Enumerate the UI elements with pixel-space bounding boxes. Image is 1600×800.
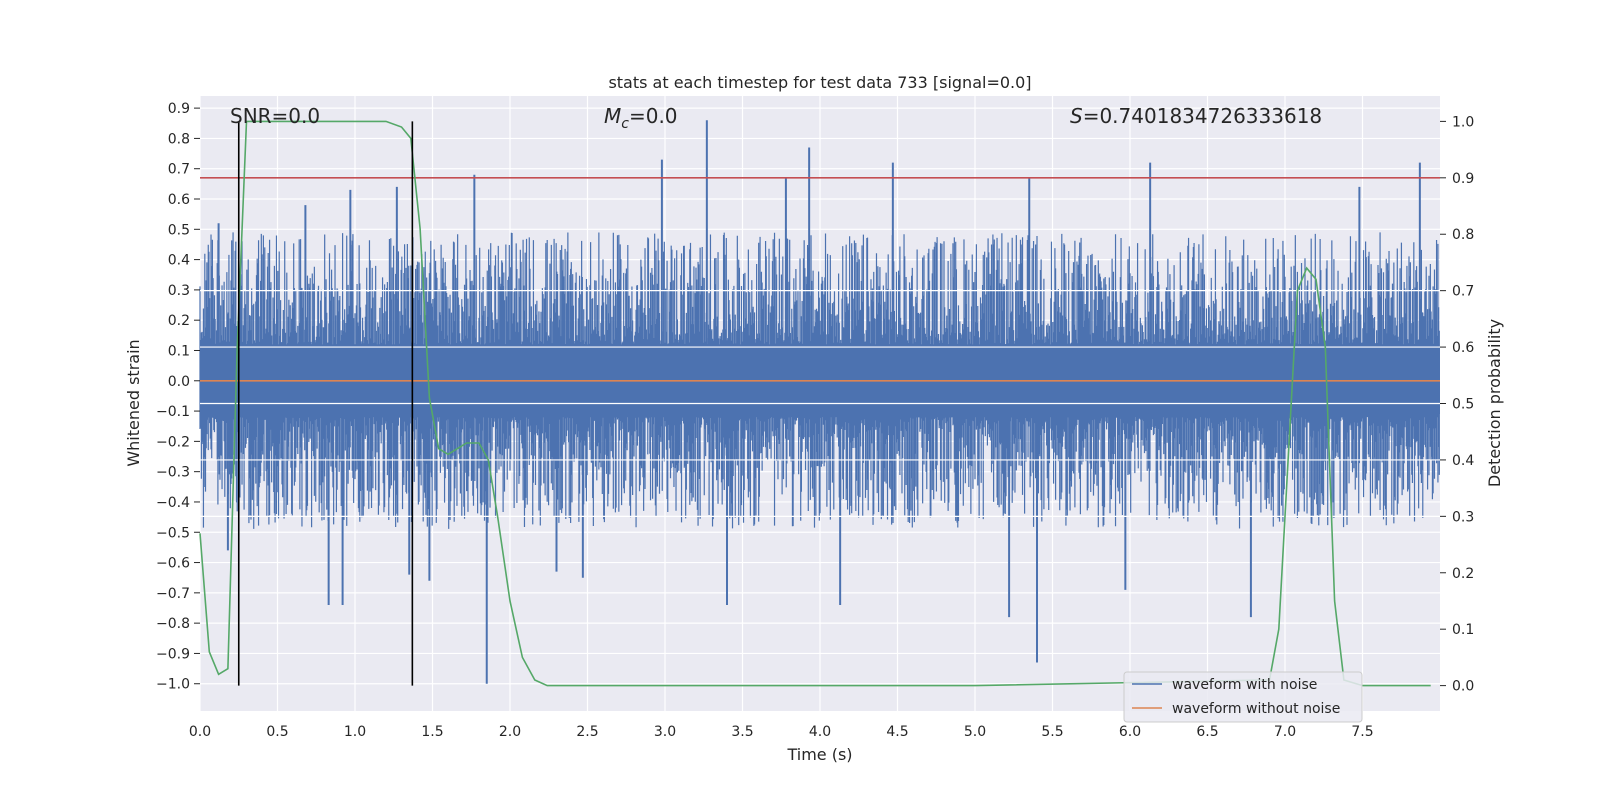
- y-tick-label-right: 0.8: [1452, 227, 1474, 243]
- x-tick-label: 6.0: [1119, 724, 1141, 740]
- y-tick-label-left: 0.2: [168, 313, 190, 329]
- chirp-mass-subscript: c: [621, 116, 629, 132]
- chart-title: stats at each timestep for test data 733…: [608, 73, 1031, 92]
- score-annotation: S=0.7401834726333618: [1070, 104, 1322, 128]
- y-tick-label-left: 0.0: [168, 374, 190, 390]
- y-tick-label-right: 0.2: [1452, 566, 1474, 582]
- x-tick-label: 4.0: [809, 724, 831, 740]
- y-tick-label-left: 0.8: [168, 131, 190, 147]
- x-tick-label: 0.5: [266, 724, 288, 740]
- y-tick-label-right: 0.5: [1452, 397, 1474, 413]
- x-tick-label: 3.5: [731, 724, 753, 740]
- x-tick-label: 3.0: [654, 724, 676, 740]
- x-tick-label: 5.0: [964, 724, 986, 740]
- x-tick-label: 7.5: [1351, 724, 1373, 740]
- x-tick-label: 1.5: [421, 724, 443, 740]
- x-tick-label: 2.5: [576, 724, 598, 740]
- y-tick-label-left: 0.7: [168, 162, 190, 178]
- y-tick-label-right: 0.9: [1452, 171, 1474, 187]
- legend-label-clean: waveform without noise: [1172, 701, 1340, 717]
- y-tick-label-left: 0.5: [168, 222, 190, 238]
- y-tick-label-left: 0.1: [168, 343, 190, 359]
- y-tick-label-left: 0.9: [168, 101, 190, 117]
- y-tick-label-left: −0.6: [156, 556, 190, 572]
- y-tick-label-right: 0.1: [1452, 622, 1474, 638]
- chirp-mass-symbol: M: [604, 104, 621, 128]
- chirp-mass-value: =0.0: [629, 104, 678, 128]
- y-tick-label-left: 0.6: [168, 192, 190, 208]
- y-axis-label-left: Whitened strain: [124, 339, 143, 466]
- y-tick-label-right: 0.7: [1452, 284, 1474, 300]
- y-tick-label-right: 0.0: [1452, 679, 1474, 695]
- chirp-mass-annotation: Mc=0.0: [604, 104, 678, 132]
- x-tick-label: 2.0: [499, 724, 521, 740]
- y-tick-label-left: −0.7: [156, 586, 190, 602]
- x-tick-label: 7.0: [1274, 724, 1296, 740]
- x-tick-label: 0.0: [189, 724, 211, 740]
- y-tick-label-left: −1.0: [156, 677, 190, 693]
- detection-probability-line: [199, 120, 1431, 687]
- x-tick-label: 6.5: [1196, 724, 1218, 740]
- y-tick-label-left: 0.4: [168, 253, 190, 269]
- y-tick-label-right: 1.0: [1452, 114, 1474, 130]
- legend-label-noise: waveform with noise: [1172, 677, 1317, 693]
- score-value: =0.7401834726333618: [1083, 104, 1322, 128]
- snr-annotation: SNR=0.0: [230, 104, 320, 128]
- y-tick-label-left: −0.8: [156, 616, 190, 632]
- y-tick-label-left: −0.1: [156, 404, 190, 420]
- y-tick-label-right: 0.4: [1452, 453, 1474, 469]
- y-tick-label-left: −0.3: [156, 465, 190, 481]
- y-tick-label-left: −0.5: [156, 525, 190, 541]
- y-tick-label-right: 0.6: [1452, 340, 1474, 356]
- x-tick-label: 5.5: [1041, 724, 1063, 740]
- y-tick-label-left: −0.4: [156, 495, 190, 511]
- score-symbol: S: [1070, 104, 1083, 128]
- x-axis-label: Time (s): [786, 745, 852, 764]
- x-tick-label: 4.5: [886, 724, 908, 740]
- legend: waveform with noise waveform without noi…: [1123, 671, 1363, 723]
- y-tick-label-left: 0.3: [168, 283, 190, 299]
- y-tick-label-left: −0.2: [156, 434, 190, 450]
- x-tick-label: 1.0: [344, 724, 366, 740]
- y-tick-label-right: 0.3: [1452, 509, 1474, 525]
- y-tick-label-left: −0.9: [156, 646, 190, 662]
- y-axis-label-right: Detection probability: [1485, 319, 1504, 487]
